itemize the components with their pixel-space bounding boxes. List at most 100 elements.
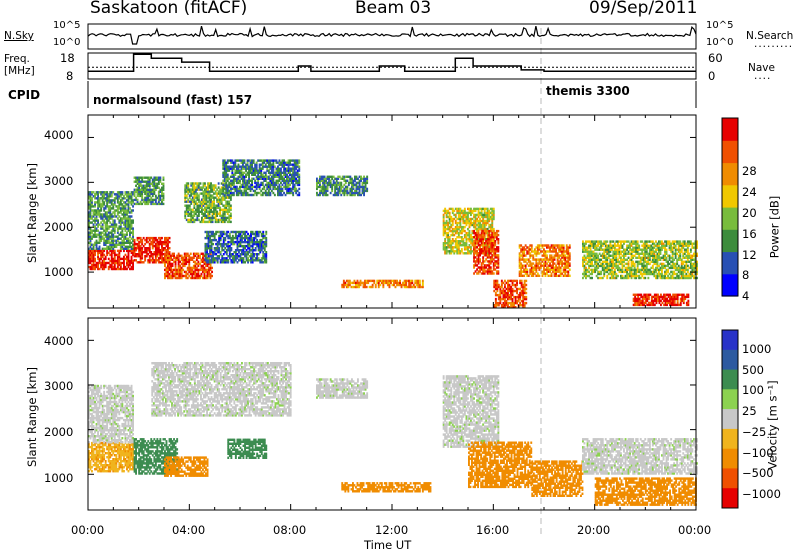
power-cell-480: [107, 241, 110, 244]
power-cell-658: [121, 243, 124, 246]
power-cell-576: [113, 213, 116, 216]
power-cell-635: [119, 245, 122, 248]
power-cell-306: [94, 217, 96, 220]
power-cell-4948: [568, 268, 571, 271]
power-cell-4572: [525, 301, 528, 305]
power-cell-449: [104, 199, 107, 202]
power-cell-735: [126, 213, 128, 216]
power-cell-766: [127, 191, 130, 194]
power-cell-386: [100, 209, 103, 212]
power-cell-40: [94, 257, 96, 261]
power-cell-28: [92, 263, 95, 267]
power-cell-4561: [523, 304, 526, 307]
power-cell-339: [97, 229, 99, 232]
power-cell-825: [132, 191, 134, 194]
power-cell-27: [92, 265, 95, 269]
power-cell-805: [130, 195, 133, 198]
power-cell-2795: [218, 247, 221, 250]
power-cell-150: [118, 259, 121, 263]
power-cell-2126: [234, 161, 237, 164]
power-cell-747: [127, 237, 130, 240]
power-cell-585: [115, 243, 118, 246]
power-cell-2930: [236, 236, 239, 240]
power-cell-299: [94, 233, 96, 236]
power-cell-662: [121, 233, 124, 236]
power-cell-271: [91, 215, 93, 218]
power-cell-355: [97, 191, 99, 194]
power-cell-30: [92, 259, 95, 263]
power-cell-2065: [226, 161, 229, 164]
power-cell-696: [123, 197, 125, 200]
power-cell-1116: [173, 252, 175, 255]
power-cell-390: [100, 197, 103, 200]
power-cell-609: [116, 205, 119, 208]
power-cell-201: [130, 259, 133, 263]
power-cell-642: [119, 225, 122, 228]
power-cell-377: [100, 235, 103, 238]
power-cell-734: [126, 217, 128, 220]
power-cell-340: [97, 225, 99, 228]
power-cell-520: [109, 191, 112, 194]
power-cell-745: [127, 241, 130, 244]
power-cell-577: [113, 211, 116, 214]
power-cell-96: [106, 249, 109, 253]
power-cell-464: [106, 221, 109, 224]
power-cell-799: [130, 211, 133, 214]
power-cell-742: [126, 191, 128, 194]
power-cell-274: [91, 203, 93, 206]
power-cell-94: [106, 253, 109, 257]
power-cell-56: [97, 249, 99, 253]
power-cell-87: [103, 249, 106, 253]
power-cell-1339: [211, 274, 213, 278]
power-cell-202: [130, 257, 133, 261]
power-cell-653: [119, 195, 122, 198]
power-cell-669: [121, 213, 124, 216]
power-cell-10: [89, 261, 92, 265]
power-cell-517: [109, 199, 112, 202]
power-cell-227: [88, 213, 90, 216]
power-cell-75: [101, 259, 104, 263]
power-cell-76: [101, 255, 104, 259]
power-cell-61: [98, 251, 101, 255]
power-cell-197: [129, 249, 131, 253]
power-cell-80: [103, 267, 106, 271]
power-cell-85: [103, 257, 106, 261]
power-cell-476: [106, 193, 109, 196]
power-cell-161: [119, 249, 122, 253]
power-cell-716: [124, 205, 127, 208]
power-cell-559: [112, 207, 115, 210]
power-cell-88: [104, 265, 107, 269]
power-cell-286: [92, 225, 95, 228]
power-cell-3548: [421, 279, 424, 283]
power-cell-283: [92, 235, 95, 238]
power-cell-360: [98, 237, 101, 240]
power-cell-354: [97, 193, 99, 196]
power-cell-405: [101, 203, 104, 206]
power-cell-633: [118, 191, 121, 194]
power-cell-344: [97, 213, 99, 216]
power-cell-2672: [298, 191, 301, 195]
power-cell-392: [100, 191, 103, 194]
power-cell-261: [89, 193, 92, 196]
power-cell-45: [95, 263, 98, 267]
power-cell-4755: [544, 274, 547, 277]
power-cell-384: [100, 215, 103, 218]
power-cell-287: [92, 223, 95, 226]
power-cell-485: [107, 231, 110, 234]
power-cell-359: [98, 239, 101, 242]
power-cell-528: [110, 233, 113, 236]
power-cell-663: [121, 231, 124, 234]
power-cell-524: [110, 241, 113, 244]
power-cell-407: [101, 199, 104, 202]
power-cell-208: [132, 263, 134, 267]
power-cell-194: [129, 263, 131, 267]
power-cell-824: [132, 193, 134, 196]
power-cell-358: [98, 241, 101, 244]
power-cell-667: [121, 219, 124, 222]
power-cell-159: [119, 261, 122, 265]
power-cell-523: [110, 243, 113, 246]
power-cell-265: [91, 237, 93, 240]
power-cell-406: [101, 201, 104, 204]
power-cell-351: [97, 199, 99, 202]
power-cell-79: [101, 249, 104, 253]
